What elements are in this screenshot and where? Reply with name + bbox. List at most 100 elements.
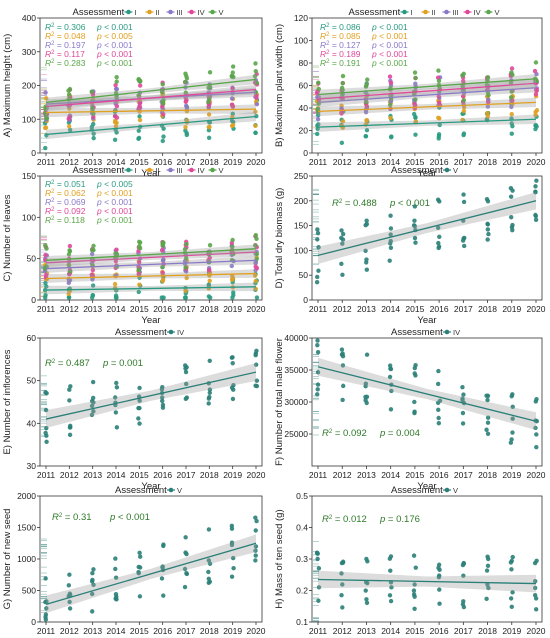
data-point [315, 392, 320, 397]
data-point [339, 140, 345, 146]
x-tick-label: 2016 [153, 470, 172, 480]
trend-line [45, 248, 257, 261]
legend-title: Assessment [115, 485, 167, 496]
stat-r2-III: R2 = 0.197 [45, 40, 86, 50]
data-point [66, 124, 72, 129]
panel-g: 0 500 1000 1500 2000 2011 2012 2013 2014 2015 2016… [2, 485, 266, 638]
data-point [437, 116, 442, 121]
data-point [508, 194, 514, 199]
stat-p-III: p < 0.001 [96, 40, 133, 50]
data-point [206, 135, 212, 141]
data-point [184, 118, 190, 123]
data-point [67, 243, 73, 249]
data-point [315, 237, 320, 242]
x-tick-label: 2011 [37, 626, 56, 636]
data-point [484, 82, 490, 88]
data-point [137, 245, 143, 251]
data-point [229, 526, 235, 531]
data-point [460, 94, 466, 99]
stat-r2-V: R2 = 0.191 [320, 58, 361, 68]
x-tick-label: 2011 [37, 470, 56, 480]
data-point [91, 567, 96, 572]
data-point [340, 73, 346, 79]
data-point [230, 122, 236, 128]
stat-p-III: p < 0.001 [96, 197, 133, 207]
stat-p-I: p < 0.001 [96, 22, 133, 32]
data-point [207, 358, 212, 364]
data-point [533, 126, 538, 132]
x-tick-label: 2018 [478, 470, 497, 480]
data-point [136, 416, 141, 421]
stat-r2-IV: R2 = 0.092 [322, 428, 367, 439]
trend-line [317, 101, 537, 113]
data-point [114, 380, 119, 386]
data-point [137, 78, 143, 84]
data-point [413, 565, 418, 570]
stat-p-V: p < 0.001 [389, 198, 430, 209]
x-tick-label: 2017 [454, 626, 473, 636]
data-point [436, 244, 442, 249]
y-tick-label: 1500 [17, 523, 36, 533]
data-point [436, 94, 441, 99]
data-point [207, 96, 212, 101]
legend-entry-V: V [495, 8, 500, 17]
data-point [160, 402, 166, 408]
data-point [460, 421, 466, 426]
data-point [388, 232, 393, 237]
data-point [315, 343, 320, 348]
legend: Assessment IV [115, 327, 184, 338]
data-point [113, 556, 118, 561]
x-tick-label: 2019 [502, 304, 521, 314]
data-point [485, 582, 490, 587]
data-point [533, 579, 538, 584]
data-point [66, 252, 72, 257]
legend-entry-V: V [219, 166, 224, 175]
data-point [365, 77, 370, 82]
data-point [437, 122, 442, 128]
x-tick-label: 2012 [60, 470, 79, 480]
x-tick-label: 2020 [247, 157, 266, 167]
data-point [460, 396, 465, 401]
y-tick-label: 0 [31, 148, 36, 158]
data-point [67, 432, 73, 438]
data-point [364, 352, 370, 357]
y-tick-label: 80 [299, 58, 309, 68]
data-point [315, 370, 321, 375]
legend: Assessment V [391, 485, 458, 496]
x-tick-label: 2017 [177, 470, 196, 480]
trend-line [317, 366, 537, 422]
data-point [340, 582, 345, 587]
data-point [388, 226, 394, 231]
data-point [207, 70, 213, 75]
data-point [437, 587, 442, 592]
x-tick-label: 2016 [430, 157, 449, 167]
legend-entry-V: V [219, 8, 224, 17]
y-tick-label: 150 [294, 221, 308, 231]
legend-entry-V: V [453, 486, 458, 495]
data-point [206, 282, 212, 287]
y-tick-label: 100 [294, 36, 308, 46]
data-point [90, 571, 95, 576]
y-tick-label: 250 [294, 171, 308, 181]
data-point [364, 257, 369, 262]
data-point [44, 425, 49, 431]
x-tick-label: 2015 [405, 157, 424, 167]
data-point [254, 295, 260, 300]
data-point [184, 241, 189, 247]
data-point [252, 273, 258, 278]
data-point [411, 553, 417, 558]
legend-entry-V: V [177, 486, 182, 495]
data-point [231, 387, 236, 392]
data-point [363, 397, 368, 403]
data-point [90, 293, 96, 298]
data-point [508, 596, 514, 601]
stat-p-V: p < 0.001 [371, 58, 408, 68]
data-point [387, 374, 393, 380]
data-point [254, 101, 260, 107]
y-tick-label: 120 [294, 13, 308, 23]
legend-title: Assessment [115, 327, 167, 338]
data-point [159, 387, 165, 392]
legend-key-marker [210, 167, 215, 173]
data-point [253, 93, 259, 98]
data-point [184, 275, 189, 281]
